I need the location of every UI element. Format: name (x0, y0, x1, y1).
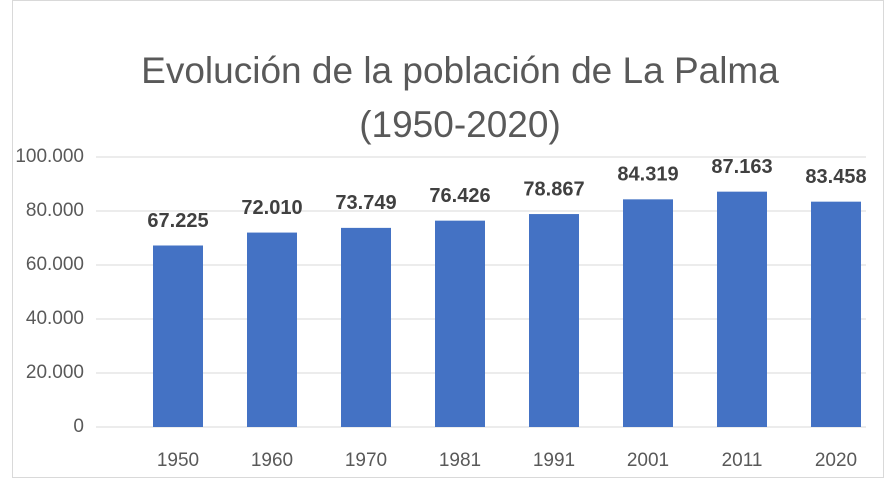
x-tick-label: 2020 (815, 450, 857, 471)
data-label: 67.225 (147, 210, 208, 232)
bar (341, 227, 391, 427)
y-tick-label: 40.000 (26, 308, 84, 329)
data-label: 78.867 (523, 178, 584, 200)
bar (153, 245, 203, 427)
x-tick-label: 2011 (722, 450, 763, 471)
x-tick-label: 2001 (627, 450, 669, 471)
data-label: 73.749 (335, 192, 396, 214)
x-tick-label: 1991 (533, 450, 575, 471)
y-tick-label: 0 (73, 416, 84, 437)
bar (717, 191, 767, 427)
bar (529, 214, 579, 427)
bar (623, 199, 673, 427)
data-label: 76.426 (429, 185, 490, 207)
y-tick-label: 60.000 (26, 254, 84, 275)
y-tick-label: 80.000 (26, 200, 84, 221)
x-tick-label: 1950 (157, 450, 199, 471)
bar (247, 232, 297, 427)
bar (435, 220, 485, 427)
data-label: 87.163 (711, 156, 772, 178)
chart-border (12, 0, 884, 478)
x-tick-label: 1981 (439, 450, 481, 471)
data-label: 72.010 (241, 197, 302, 219)
y-tick-label: 20.000 (26, 362, 84, 383)
chart-title: Evolución de la población de La Palma (1… (141, 50, 779, 145)
data-label: 83.458 (805, 166, 866, 188)
x-tick-label: 1960 (251, 450, 293, 471)
x-tick-label: 1970 (345, 450, 387, 471)
bar (811, 201, 861, 427)
data-label: 84.319 (617, 164, 678, 186)
y-tick-label: 100.000 (15, 146, 84, 167)
